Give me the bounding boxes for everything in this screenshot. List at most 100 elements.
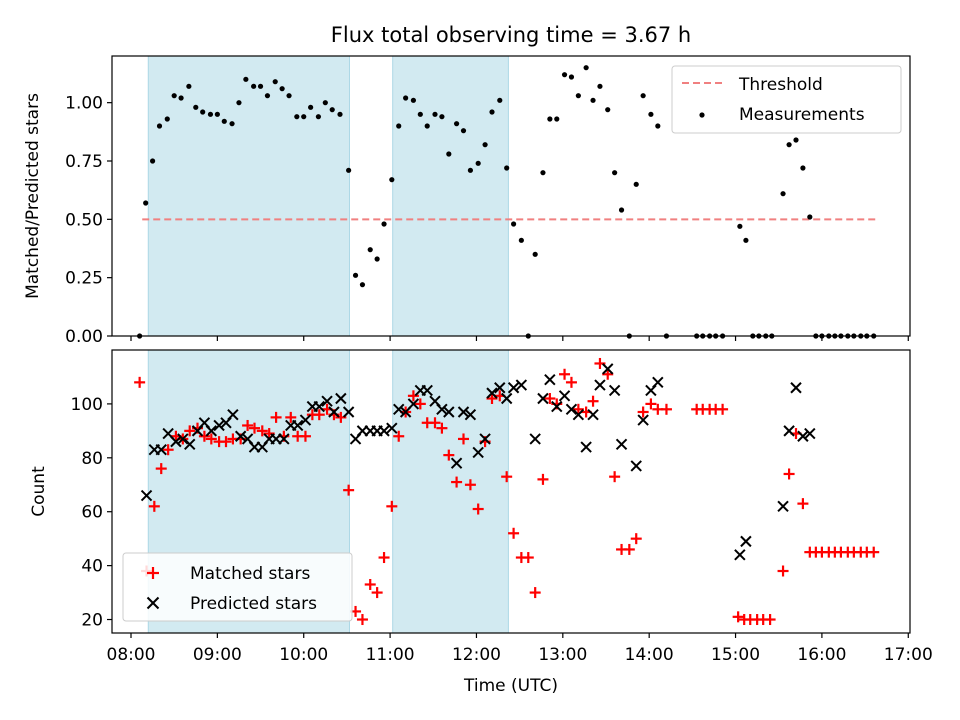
measurement-point: [618, 207, 625, 213]
matched-point: [270, 411, 282, 423]
y-tick-label: 0.75: [65, 152, 103, 172]
measurement-point: [329, 107, 335, 113]
observing-bands: [147, 55, 509, 337]
cross-stroke: [777, 500, 789, 513]
cross-stroke: [443, 406, 455, 418]
predicted-legend-marker: [146, 596, 160, 610]
measurements-legend-swatch: [699, 112, 705, 118]
predicted-legend-swatch: [146, 596, 160, 610]
cross-stroke: [313, 400, 325, 413]
cross-stroke: [537, 392, 549, 405]
measurement-point: [301, 114, 307, 120]
cross-stroke: [529, 433, 541, 445]
measurement-point: [346, 167, 352, 173]
measurement-point: [171, 93, 177, 99]
cross-stroke: [608, 384, 621, 397]
predicted-point: [313, 400, 325, 413]
measurement-point: [737, 223, 743, 229]
matched-point: [242, 419, 254, 431]
measurement-point: [214, 111, 220, 117]
predicted-point: [551, 400, 563, 413]
predicted-point: [515, 379, 528, 391]
predicted-point: [155, 444, 167, 456]
cross-stroke: [630, 460, 642, 472]
x-tick-label: 17:00: [884, 645, 933, 665]
cross-stroke: [551, 400, 563, 413]
matched-legend-marker: [147, 567, 159, 579]
cross-stroke: [602, 363, 614, 375]
y-tick-label: 60: [81, 503, 103, 523]
measurement-point: [439, 114, 445, 120]
cross-stroke: [494, 382, 506, 394]
cross-stroke: [342, 406, 355, 418]
cross-stroke: [783, 425, 795, 437]
measurement-point: [504, 165, 510, 171]
measurement-point: [554, 116, 560, 122]
ratio-legend-box: [671, 65, 902, 134]
cross-stroke: [804, 427, 816, 440]
measurement-point: [294, 114, 300, 120]
measurement-point: [264, 93, 271, 99]
observing-band: [147, 55, 350, 337]
matched-point: [587, 395, 599, 407]
predicted-point: [544, 373, 556, 386]
measurement-point: [518, 237, 524, 243]
measurement-point: [193, 104, 199, 110]
matched-point: [198, 430, 210, 442]
matched-point: [486, 393, 498, 405]
cross-stroke: [615, 438, 628, 451]
cross-stroke: [278, 433, 290, 445]
x-tick-label: 09:00: [193, 645, 242, 665]
matched-point: [529, 587, 541, 599]
predicted-point: [479, 433, 491, 445]
cross-stroke: [291, 419, 304, 432]
predicted-point: [790, 382, 802, 394]
predicted-point: [507, 382, 520, 394]
measurement-point: [221, 118, 227, 124]
cross-stroke: [450, 457, 463, 469]
measurement-point: [308, 104, 314, 110]
predicted-point: [783, 425, 795, 437]
x-tick-label: 14:00: [625, 645, 674, 665]
cross-stroke: [637, 414, 649, 426]
measurement-point: [547, 116, 553, 122]
cross-stroke: [140, 489, 153, 502]
measurement-point: [403, 95, 409, 101]
measurement-point: [322, 100, 328, 106]
measurement-point: [164, 116, 170, 122]
matched-point: [356, 614, 368, 626]
measurement-point: [590, 97, 596, 103]
predicted-points: [140, 363, 816, 561]
cross-stroke: [587, 408, 599, 421]
predicted-point: [342, 406, 355, 418]
cross-stroke: [486, 387, 498, 399]
cross-stroke: [378, 425, 390, 437]
cross-stroke: [241, 433, 254, 445]
measurement-point: [432, 111, 438, 117]
x-tick-label: 08:00: [107, 645, 156, 665]
predicted-point: [472, 446, 484, 459]
cross-stroke: [565, 403, 578, 416]
cross-stroke: [170, 435, 182, 448]
matched-point: [220, 436, 232, 448]
matched-point: [256, 425, 268, 437]
cross-stroke: [155, 444, 167, 456]
matched-point: [263, 428, 275, 440]
predicted-point: [393, 403, 405, 416]
matched-point: [544, 393, 556, 405]
predicted-point: [494, 382, 506, 394]
cross-stroke: [558, 390, 571, 402]
measurement-point: [648, 111, 654, 117]
predicted-point: [170, 435, 182, 448]
matched-point: [522, 552, 534, 564]
measurement-point: [257, 83, 264, 89]
measurement-point: [655, 123, 661, 129]
matched-point: [414, 398, 426, 410]
predicted-point: [558, 390, 571, 402]
predicted-point: [608, 384, 621, 397]
x-tick-label: 16:00: [797, 645, 846, 665]
predicted-point: [652, 376, 664, 389]
measurement-point: [540, 170, 546, 176]
measurement-point: [417, 111, 423, 117]
predicted-point: [234, 430, 247, 442]
